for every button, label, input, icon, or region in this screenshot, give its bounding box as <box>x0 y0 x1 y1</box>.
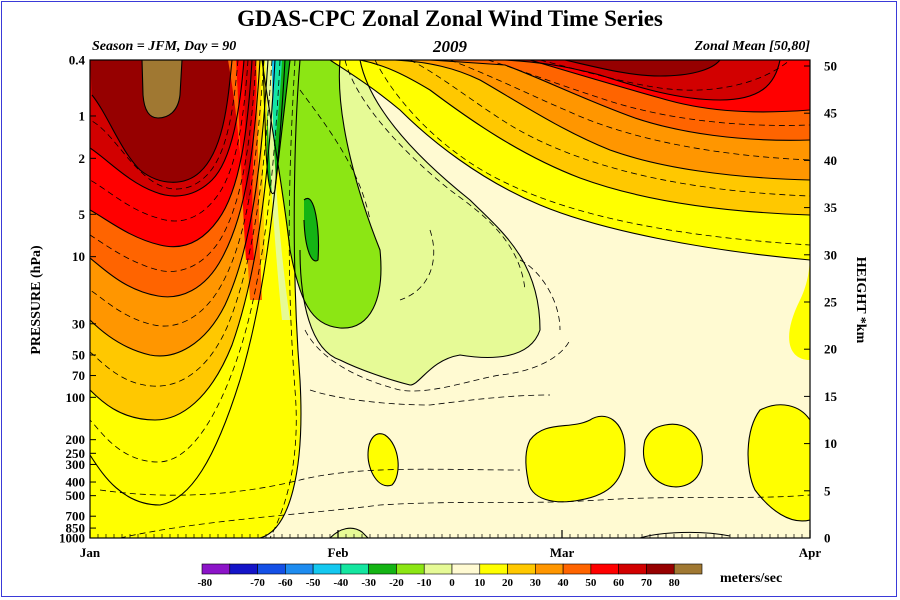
height-tick-label: 10 <box>824 436 837 451</box>
patch-apr <box>748 404 810 521</box>
mar-band-70 <box>565 60 720 76</box>
mar-band-60 <box>505 60 780 100</box>
pressure-tick-label: 200 <box>66 432 86 447</box>
height-axis: 0 5 10 15 20 25 30 35 40 45 50 <box>804 59 838 546</box>
region-label: Zonal Mean [50,80] <box>694 39 811 54</box>
patch-mar2 <box>643 424 703 487</box>
colorbar-swatch <box>562 563 592 575</box>
colorbar-label: 20 <box>502 577 514 589</box>
patch-mar1 <box>525 416 625 502</box>
colorbar-swatch <box>507 563 536 575</box>
height-tick-label: 5 <box>824 483 831 498</box>
colorbar-swatch <box>451 563 481 575</box>
colorbar: -80 -70 -60 -50 -40 -30 -20 -10 0 10 20 30 40 50 60 70 8… <box>197 563 703 589</box>
colorbar-swatch <box>423 563 453 575</box>
colorbar-swatch <box>590 563 619 575</box>
colorbar-label: -30 <box>361 577 376 589</box>
colorbar-swatch <box>673 563 703 575</box>
height-tick-label: 15 <box>824 389 838 404</box>
pressure-tick-label: 30 <box>72 316 85 331</box>
height-tick-label: 40 <box>824 153 837 168</box>
colorbar-swatch <box>618 563 647 575</box>
colorbar-swatch <box>229 563 258 575</box>
pressure-tick-label: 100 <box>66 390 86 405</box>
colorbar-label: 70 <box>641 577 653 589</box>
pressure-tick-label: 250 <box>66 446 86 461</box>
colorbar-swatch <box>201 563 231 575</box>
pressure-tick-label: 500 <box>66 488 86 503</box>
colorbar-swatch <box>368 563 397 575</box>
colorbar-swatch <box>340 563 369 575</box>
height-tick-label: 50 <box>824 59 837 74</box>
pressure-tick-label: 400 <box>66 475 86 490</box>
colorbar-label: 10 <box>474 577 486 589</box>
year-label: 2009 <box>433 37 467 56</box>
patch-sfc2 <box>330 528 368 538</box>
pressure-tick-label: 300 <box>66 457 86 472</box>
height-tick-label: 20 <box>824 342 837 357</box>
height-axis-title: HEIGHT *km <box>853 257 868 344</box>
colorbar-label: -40 <box>334 577 349 589</box>
colorbar-label: -20 <box>389 577 404 589</box>
colorbar-swatch <box>285 563 314 575</box>
contour-field <box>90 60 810 538</box>
jan-band-70 <box>90 60 232 183</box>
colorbar-label: -70 <box>250 577 265 589</box>
colorbar-swatch <box>396 563 425 575</box>
colorbar-label: -80 <box>197 577 212 589</box>
colorbar-swatch <box>479 563 508 575</box>
colorbar-label: -60 <box>278 577 293 589</box>
pressure-tick-label: 2 <box>79 151 86 166</box>
colorbar-swatch <box>646 563 675 575</box>
colorbar-label: 80 <box>669 577 681 589</box>
time-tick-label: Jan <box>80 545 101 560</box>
colorbar-label: 40 <box>558 577 570 589</box>
time-tick-label: Mar <box>550 545 575 560</box>
feb-band-m20b <box>304 198 319 261</box>
height-tick-label: 0 <box>824 531 831 546</box>
colorbar-label: 30 <box>530 577 542 589</box>
height-tick-label: 30 <box>824 247 837 262</box>
patch-feb <box>368 433 399 486</box>
jan-band-80 <box>142 60 182 118</box>
pressure-tick-label: 70 <box>72 368 85 383</box>
pressure-tick-label: 1 <box>79 108 86 123</box>
colorbar-label: 0 <box>449 577 455 589</box>
height-tick-label: 35 <box>824 200 838 215</box>
colorbar-label: -50 <box>306 577 321 589</box>
time-tick-label: Apr <box>799 545 822 560</box>
season-label: Season = JFM, Day = 90 <box>92 39 237 54</box>
height-tick-label: 25 <box>824 295 838 310</box>
colorbar-label: -10 <box>417 577 432 589</box>
pressure-tick-label: 5 <box>79 207 86 222</box>
colorbar-swatch <box>257 563 286 575</box>
colorbar-swatch <box>535 563 564 575</box>
pressure-axis-title: PRESSURE (hPa) <box>29 245 44 355</box>
pressure-tick-label: 10 <box>72 249 85 264</box>
time-axis: Jan Feb Mar Apr <box>80 530 822 560</box>
colorbar-label: 50 <box>585 577 597 589</box>
height-tick-label: 45 <box>824 106 838 121</box>
time-tick-label: Feb <box>328 545 349 560</box>
colorbar-swatch <box>312 563 342 575</box>
pressure-tick-label: 0.4 <box>69 53 86 68</box>
chart-title: GDAS-CPC Zonal Zonal Wind Time Series <box>237 6 663 31</box>
colorbar-label: 60 <box>613 577 625 589</box>
pressure-tick-label: 1000 <box>59 531 85 546</box>
dashed-contours <box>90 60 810 538</box>
pressure-tick-label: 850 <box>66 521 86 536</box>
pressure-tick-label: 50 <box>72 347 85 362</box>
feb-band-m10 <box>262 60 381 329</box>
pressure-tick-label: 700 <box>66 509 86 524</box>
colorbar-units: meters/sec <box>720 571 782 586</box>
